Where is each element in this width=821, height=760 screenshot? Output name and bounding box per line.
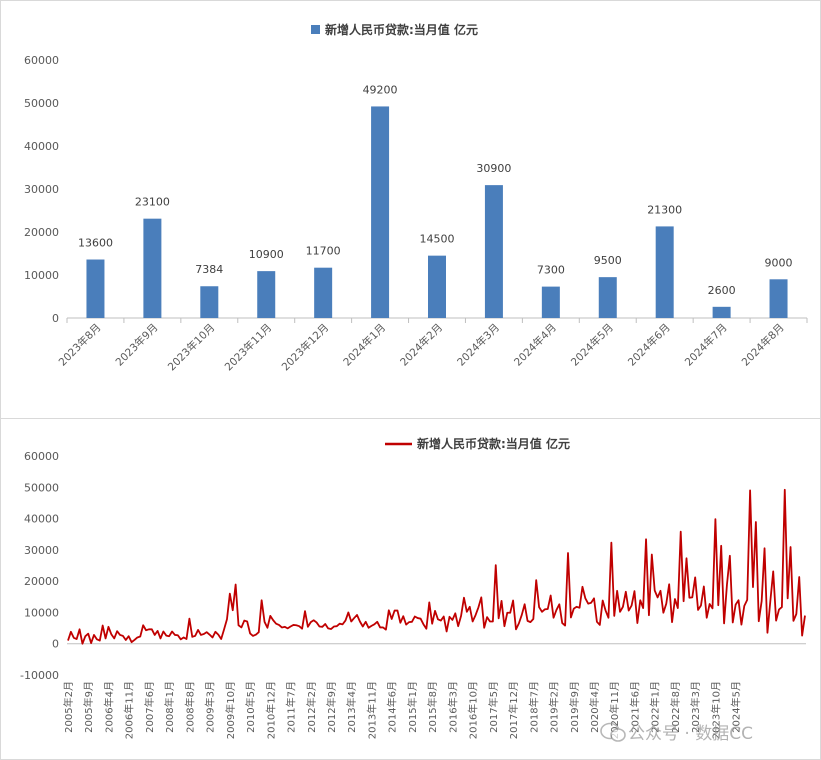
y-tick-label: 40000 [24, 513, 59, 526]
x-tick-label: 2008年1月 [163, 681, 176, 733]
wechat-logo-icon [600, 722, 626, 742]
data-label: 9500 [594, 254, 622, 267]
y-tick-label: 60000 [24, 450, 59, 463]
x-tick-label: 2015年1月 [406, 681, 419, 733]
y-tick-label: 30000 [24, 544, 59, 557]
bar [655, 226, 674, 318]
chart-divider [0, 418, 821, 419]
data-label: 11700 [306, 245, 341, 258]
x-tick-label: 2010年12月 [264, 681, 277, 739]
legend: 新增人民币贷款:当月值 亿元 [385, 436, 570, 451]
legend-label: 新增人民币贷款:当月值 亿元 [417, 436, 570, 451]
y-tick-label: 40000 [24, 140, 59, 153]
watermark: 公众号 · 数据CC [600, 718, 800, 748]
x-tick-label: 2005年9月 [82, 681, 95, 733]
y-tick-label: 20000 [24, 226, 59, 239]
data-label: 10900 [249, 248, 284, 261]
legend-label: 新增人民币贷款:当月值 亿元 [325, 22, 478, 37]
bar [484, 185, 503, 318]
data-label: 7300 [537, 264, 565, 277]
legend: 新增人民币贷款:当月值 亿元 [311, 22, 478, 37]
bar [86, 259, 105, 318]
x-tick-label: 2017年5月 [487, 681, 500, 733]
x-tick-label: 2023年3月 [689, 681, 702, 733]
data-label: 2600 [708, 284, 736, 297]
bar [541, 286, 560, 318]
data-label: 14500 [420, 233, 455, 246]
bar [428, 255, 446, 318]
x-tick-label: 2023年10月 [709, 681, 722, 739]
y-tick-label: 0 [52, 312, 59, 325]
x-tick-label: 2013年4月 [345, 681, 358, 733]
y-tick-label: -10000 [20, 669, 59, 682]
bar [712, 306, 731, 318]
x-tick-label: 2006年11月 [123, 681, 136, 739]
y-tick-label: 60000 [24, 54, 59, 67]
x-tick-label: 2019年9月 [568, 681, 581, 733]
y-tick-label: 10000 [24, 269, 59, 282]
x-tick-label: 2012年9月 [325, 681, 338, 733]
bar [200, 286, 219, 318]
y-tick-label: 50000 [24, 481, 59, 494]
x-tick-label: 2006年4月 [102, 681, 115, 733]
x-tick-label: 2011年7月 [285, 681, 298, 733]
x-tick-label: 2005年2月 [62, 681, 75, 733]
data-label: 49200 [363, 83, 398, 96]
bar-chart: 新增人民币贷款:当月值 亿元 0 10000 20000 30000 40000 50000… [24, 22, 808, 373]
x-tick-label: 2017年12月 [507, 681, 520, 739]
x-tick-label: 2010年5月 [244, 681, 257, 733]
x-tick-label: 2022年1月 [649, 681, 662, 733]
x-tick-label: 2012年2月 [305, 681, 318, 733]
x-tick-label: 2009年10月 [224, 681, 237, 739]
data-label: 30900 [476, 162, 511, 175]
x-tick-label: 2024年5月 [730, 681, 743, 733]
y-tick-label: 50000 [24, 97, 59, 110]
x-tick-label: 2021年6月 [628, 681, 641, 733]
y-tick-label: 10000 [24, 606, 59, 619]
legend-swatch [311, 25, 320, 34]
x-tick-label: 2007年6月 [143, 681, 156, 733]
x-tick-label: 2018年7月 [527, 681, 540, 733]
data-label: 23100 [135, 196, 170, 209]
x-tick-label: 2013年11月 [365, 681, 378, 739]
data-label: 7384 [195, 263, 223, 276]
bar [314, 267, 333, 318]
x-tick-label: 2016年3月 [446, 681, 459, 733]
x-tick-label: 2014年6月 [386, 681, 399, 733]
x-tick-label: 2015年8月 [426, 681, 439, 733]
bar [769, 279, 788, 318]
bar [257, 271, 276, 318]
x-tick-label: 2020年4月 [588, 681, 601, 733]
x-tick-label: 2008年8月 [183, 681, 196, 733]
bar [371, 106, 390, 318]
bar [143, 218, 162, 318]
y-tick-label: 0 [52, 638, 59, 651]
x-tick-label: 2019年2月 [548, 681, 561, 733]
x-tick-label: 2022年8月 [669, 681, 682, 733]
bar [598, 277, 617, 318]
watermark-text: 公众号 · 数据CC [628, 724, 753, 744]
series-line [67, 488, 806, 645]
data-label: 13600 [78, 237, 113, 250]
x-tick-label: 2009年3月 [204, 681, 217, 733]
x-tick-label: 2016年10月 [467, 681, 480, 739]
y-tick-label: 20000 [24, 575, 59, 588]
y-tick-label: 30000 [24, 183, 59, 196]
data-label: 9000 [765, 256, 793, 269]
x-tick-label: 2020年11月 [608, 681, 621, 739]
data-label: 21300 [647, 203, 682, 216]
